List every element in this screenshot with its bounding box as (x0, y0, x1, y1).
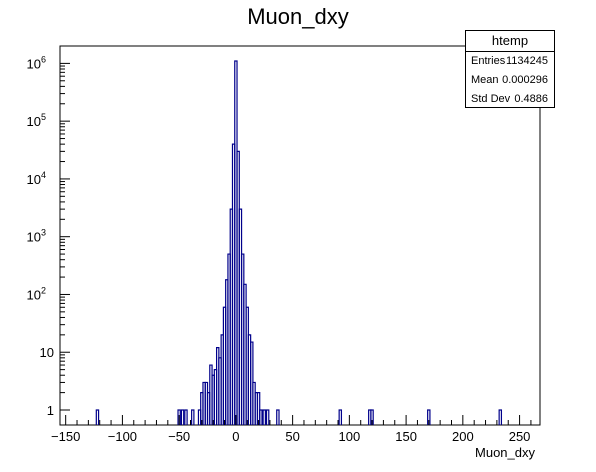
plot-axes (59, 45, 541, 426)
histogram-bins (95, 60, 503, 425)
x-axis-ticks: −150 −100 −50 0 50 100 150 200 250 (51, 415, 532, 444)
histogram-bin (276, 409, 280, 425)
stats-row-stddev: Std Dev 0.4886 (466, 90, 554, 109)
stats-row-mean: Mean 0.000296 (466, 71, 554, 90)
stats-row-entries: Entries 1134245 (466, 52, 554, 71)
histogram-bin (259, 409, 263, 425)
stats-mean-value: 0.000296 (502, 74, 548, 86)
histogram-bin (180, 409, 185, 425)
x-tick-label: 100 (339, 429, 361, 444)
stats-stddev-label: Std Dev (471, 93, 511, 105)
stats-box-title: htemp (466, 31, 554, 52)
histogram-bin (256, 392, 261, 425)
histogram-bin (262, 409, 266, 425)
y-tick-label: 104 (27, 170, 46, 187)
histogram-bin (427, 409, 431, 425)
histogram-bin (370, 409, 374, 425)
y-tick-label: 102 (27, 285, 46, 302)
stats-entries-label: Entries (471, 55, 506, 67)
stats-mean-label: Mean (471, 74, 499, 86)
x-tick-label: 250 (509, 429, 531, 444)
x-tick-label: −50 (168, 429, 190, 444)
y-tick-label: 105 (27, 112, 46, 129)
stats-entries-value: 1134245 (505, 55, 548, 67)
histogram-bin (338, 409, 343, 425)
y-tick-label: 103 (27, 228, 46, 245)
x-tick-label: 200 (452, 429, 474, 444)
y-tick-label: 10 (40, 345, 54, 360)
x-tick-label: −100 (108, 429, 137, 444)
y-axis-ticks: 1 10 102 103 104 105 106 (27, 45, 70, 418)
histogram-bin (498, 409, 503, 425)
x-axis-label: Muon_dxy (475, 445, 535, 460)
x-tick-label: −150 (51, 429, 80, 444)
chart-title: Muon_dxy (247, 4, 349, 29)
x-tick-label: 50 (285, 429, 299, 444)
histogram-bin (184, 409, 188, 425)
histogram-bin (191, 409, 195, 425)
y-tick-label: 106 (27, 54, 46, 71)
x-tick-label: 150 (395, 429, 417, 444)
x-tick-label: 0 (232, 429, 239, 444)
histogram-bin (95, 409, 100, 425)
histogram-bin (177, 409, 181, 425)
stats-box: htemp Entries 1134245 Mean 0.000296 Std … (465, 30, 555, 108)
stats-stddev-value: 0.4886 (514, 93, 548, 105)
plot-frame (59, 45, 541, 426)
y-tick-label: 1 (47, 403, 54, 418)
histogram-bin (265, 409, 270, 425)
